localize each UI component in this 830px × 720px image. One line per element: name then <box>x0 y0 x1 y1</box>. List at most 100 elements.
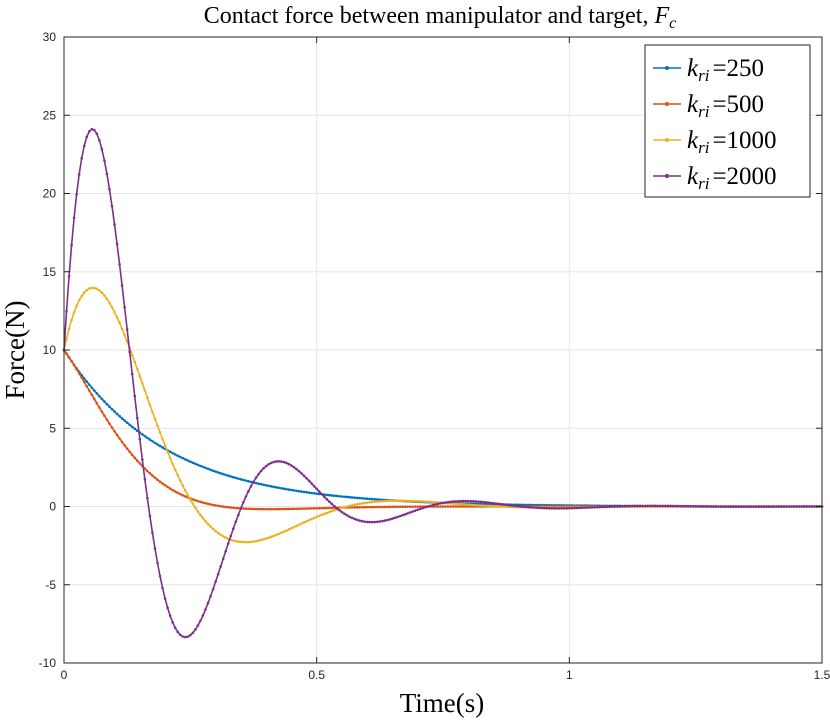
data-point <box>376 498 379 501</box>
data-point <box>267 507 270 511</box>
series-3 <box>62 127 824 639</box>
data-point <box>360 497 364 500</box>
data-point <box>570 506 574 510</box>
data-point <box>226 542 230 545</box>
data-point <box>393 516 397 520</box>
data-point <box>469 499 473 503</box>
data-point <box>262 538 265 541</box>
data-point <box>239 478 243 481</box>
data-point <box>244 495 248 498</box>
data-point <box>115 412 119 416</box>
data-point <box>381 499 384 503</box>
data-point <box>489 504 493 508</box>
data-point <box>93 286 96 290</box>
data-point <box>199 464 202 468</box>
data-point <box>686 504 690 508</box>
data-point <box>585 506 589 509</box>
data-point <box>302 490 306 494</box>
data-point <box>466 499 470 503</box>
data-point <box>234 539 238 543</box>
data-point <box>613 505 617 508</box>
data-point <box>411 499 414 503</box>
data-point <box>247 479 250 483</box>
data-point <box>739 505 743 509</box>
data-point <box>671 504 675 508</box>
data-point <box>148 472 152 475</box>
data-point <box>590 506 594 509</box>
data-point <box>191 498 195 501</box>
data-point <box>353 517 356 521</box>
data-point <box>82 377 86 380</box>
data-point <box>565 506 569 510</box>
data-point <box>279 486 283 490</box>
data-point <box>348 504 351 508</box>
data-point <box>648 504 652 508</box>
data-point <box>290 464 293 467</box>
data-point <box>340 510 344 514</box>
data-point <box>239 507 243 510</box>
data-point <box>373 520 377 524</box>
data-point <box>285 529 288 532</box>
data-point <box>118 321 121 325</box>
data-point <box>770 505 773 508</box>
data-point <box>166 450 169 454</box>
data-point <box>262 483 265 487</box>
data-point <box>598 505 601 509</box>
data-point <box>805 505 809 508</box>
data-point <box>75 304 78 308</box>
data-point <box>191 461 195 465</box>
data-point <box>320 513 324 517</box>
data-point <box>244 479 248 482</box>
data-point <box>204 608 207 611</box>
data-point <box>376 505 379 509</box>
data-point <box>661 504 665 508</box>
data-point <box>469 503 473 507</box>
data-point <box>252 480 255 484</box>
data-point <box>171 462 174 466</box>
data-point <box>365 520 369 524</box>
data-point <box>133 394 137 398</box>
data-point <box>340 495 344 498</box>
data-point <box>499 505 503 508</box>
data-point <box>333 508 336 512</box>
data-point <box>186 493 190 497</box>
data-point <box>171 451 174 455</box>
data-point <box>209 594 212 598</box>
data-point <box>504 503 508 507</box>
data-point <box>290 526 293 530</box>
data-point <box>444 501 447 504</box>
data-point <box>153 417 157 421</box>
data-point <box>307 507 311 510</box>
data-point <box>70 243 73 247</box>
data-point <box>749 505 753 509</box>
data-point <box>249 540 253 544</box>
data-point <box>328 493 331 497</box>
data-point <box>434 505 437 508</box>
data-point <box>300 490 303 493</box>
data-point <box>800 505 804 508</box>
data-point <box>123 419 126 422</box>
data-point <box>406 499 409 503</box>
data-point <box>224 549 228 553</box>
data-point <box>459 499 462 503</box>
data-point <box>264 537 268 540</box>
data-point <box>141 458 144 461</box>
data-point <box>403 499 407 503</box>
data-point <box>305 507 308 510</box>
data-point <box>358 502 361 506</box>
data-point <box>181 494 185 497</box>
data-point <box>305 520 308 523</box>
data-point <box>383 505 387 509</box>
data-point <box>719 505 723 508</box>
y-tick-label: 10 <box>43 343 57 357</box>
data-point <box>274 533 278 537</box>
legend-swatch-marker <box>665 174 669 178</box>
data-point <box>297 523 301 527</box>
data-point <box>310 491 313 495</box>
data-point <box>317 490 321 493</box>
data-point <box>434 501 437 504</box>
data-point <box>363 505 366 509</box>
x-tick-label: 1.5 <box>814 668 830 682</box>
data-point <box>194 462 197 466</box>
data-point <box>317 506 321 510</box>
